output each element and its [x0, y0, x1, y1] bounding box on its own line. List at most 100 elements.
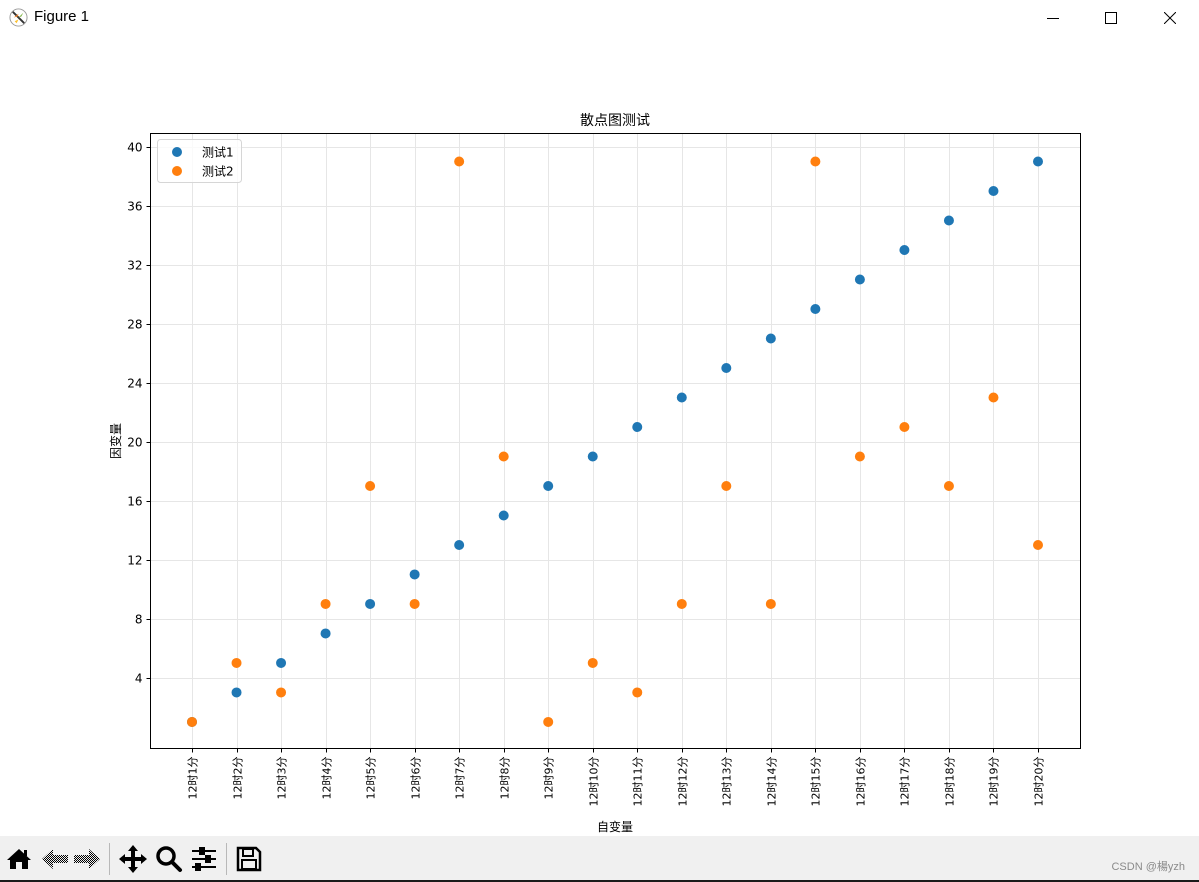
- chart-title: 散点图测试: [580, 113, 650, 129]
- minimize-icon: [1047, 18, 1059, 19]
- x-tick-label: 12时3分: [276, 757, 289, 800]
- y-tick-label: 20: [127, 436, 142, 450]
- x-axis-label: 自变量: [597, 819, 633, 834]
- x-tick-label: 12时19分: [988, 757, 1001, 807]
- series-2: [187, 156, 1043, 727]
- legend-marker-series-2: [172, 166, 182, 176]
- x-tick-label: 12时20分: [1033, 757, 1046, 807]
- data-point: [454, 539, 465, 550]
- data-point: [231, 657, 242, 668]
- x-tick-label: 12时8分: [499, 757, 512, 800]
- data-point: [899, 421, 910, 432]
- data-point: [543, 480, 554, 491]
- data-point: [320, 628, 331, 639]
- data-point: [1033, 156, 1043, 167]
- x-tick-label: 12时16分: [855, 757, 868, 807]
- data-point: [765, 333, 776, 344]
- data-point: [899, 245, 910, 256]
- data-point: [365, 598, 376, 609]
- y-axis-ticks: 4 8 12 16 20 24 28 32 36 40: [127, 141, 151, 686]
- data-point: [409, 598, 420, 609]
- zoom-magnifier-icon: [156, 846, 182, 872]
- home-icon: [7, 849, 31, 869]
- window-titlebar: Figure 1: [0, 0, 1199, 36]
- x-tick-label: 12时4分: [321, 757, 334, 800]
- data-points: [187, 156, 1043, 727]
- data-point: [187, 716, 197, 727]
- axes-frame: [150, 133, 1081, 749]
- x-axis-ticks: 12时1分 12时2分 12时3分 12时4分 12时5分 12时6分 12时7分 12时8分…: [187, 748, 1046, 807]
- sliders-icon: [192, 847, 216, 871]
- data-point: [810, 156, 821, 167]
- data-point: [810, 304, 821, 315]
- y-tick-label: 12: [127, 554, 142, 568]
- data-point: [632, 421, 643, 432]
- data-point: [231, 687, 242, 698]
- maximize-button[interactable]: [1082, 0, 1140, 36]
- data-point: [721, 480, 732, 491]
- y-tick-label: 4: [135, 672, 143, 686]
- close-icon: [1164, 12, 1176, 24]
- legend-label-series-2: 测试2: [202, 164, 234, 179]
- pan-button[interactable]: [118, 844, 148, 874]
- y-tick-label: 40: [127, 141, 142, 155]
- x-tick-label: 12时13分: [721, 757, 734, 807]
- y-tick-label: 8: [135, 613, 143, 627]
- x-tick-label: 12时18分: [944, 757, 957, 807]
- data-point: [454, 156, 465, 167]
- data-point: [854, 274, 865, 285]
- configure-subplots-button[interactable]: [189, 844, 219, 874]
- legend-marker-series-1: [172, 147, 182, 157]
- data-point: [676, 392, 687, 403]
- save-button[interactable]: [234, 844, 264, 874]
- x-tick-label: 12时5分: [365, 757, 378, 800]
- toolbar-separator: [109, 843, 110, 875]
- data-point: [320, 598, 331, 609]
- close-button[interactable]: [1141, 0, 1199, 36]
- figure-canvas[interactable]: 4 8 12 16 20 24 28 32 36 40 12时1分 12时2分 12时3分 12时4分 1…: [0, 36, 1199, 836]
- y-tick-label: 28: [127, 318, 142, 332]
- back-button[interactable]: [40, 844, 70, 874]
- data-point: [409, 569, 420, 580]
- x-tick-label: 12时9分: [543, 757, 556, 800]
- data-point: [988, 392, 999, 403]
- minimize-button[interactable]: [1024, 0, 1082, 36]
- toolbar-border: [0, 880, 1199, 882]
- x-tick-label: 12时15分: [810, 757, 823, 807]
- data-point: [543, 716, 554, 727]
- y-tick-label: 36: [127, 200, 142, 214]
- data-point: [988, 186, 999, 197]
- legend: 测试1 测试2: [157, 139, 242, 183]
- legend-label-series-1: 测试1: [202, 145, 234, 160]
- toolbar-separator: [226, 843, 227, 875]
- data-point: [632, 687, 643, 698]
- x-tick-label: 12时17分: [899, 757, 912, 807]
- data-point: [365, 480, 376, 491]
- home-button[interactable]: [4, 844, 34, 874]
- data-point: [721, 362, 732, 373]
- x-tick-label: 12时2分: [232, 757, 245, 800]
- data-point: [765, 598, 776, 609]
- series-1: [187, 156, 1043, 727]
- x-tick-label: 12时7分: [454, 757, 467, 800]
- data-point: [276, 657, 287, 668]
- data-point: [498, 451, 509, 462]
- y-axis-label: 因变量: [108, 423, 123, 459]
- window-title: Figure 1: [34, 8, 90, 25]
- x-tick-label: 12时6分: [410, 757, 423, 800]
- pan-move-icon: [119, 845, 147, 873]
- forward-button[interactable]: [72, 844, 102, 874]
- y-tick-label: 24: [127, 377, 142, 391]
- navigation-toolbar: [0, 836, 1199, 880]
- x-tick-label: 12时1分: [187, 757, 200, 800]
- y-tick-label: 16: [127, 495, 142, 509]
- data-point: [676, 598, 687, 609]
- data-point: [943, 215, 954, 226]
- data-point: [587, 657, 598, 668]
- data-point: [1033, 539, 1043, 550]
- zoom-button[interactable]: [154, 844, 184, 874]
- matplotlib-icon: [9, 8, 28, 27]
- watermark: CSDN @楊yzh: [1111, 861, 1185, 873]
- x-tick-label: 12时12分: [677, 757, 690, 807]
